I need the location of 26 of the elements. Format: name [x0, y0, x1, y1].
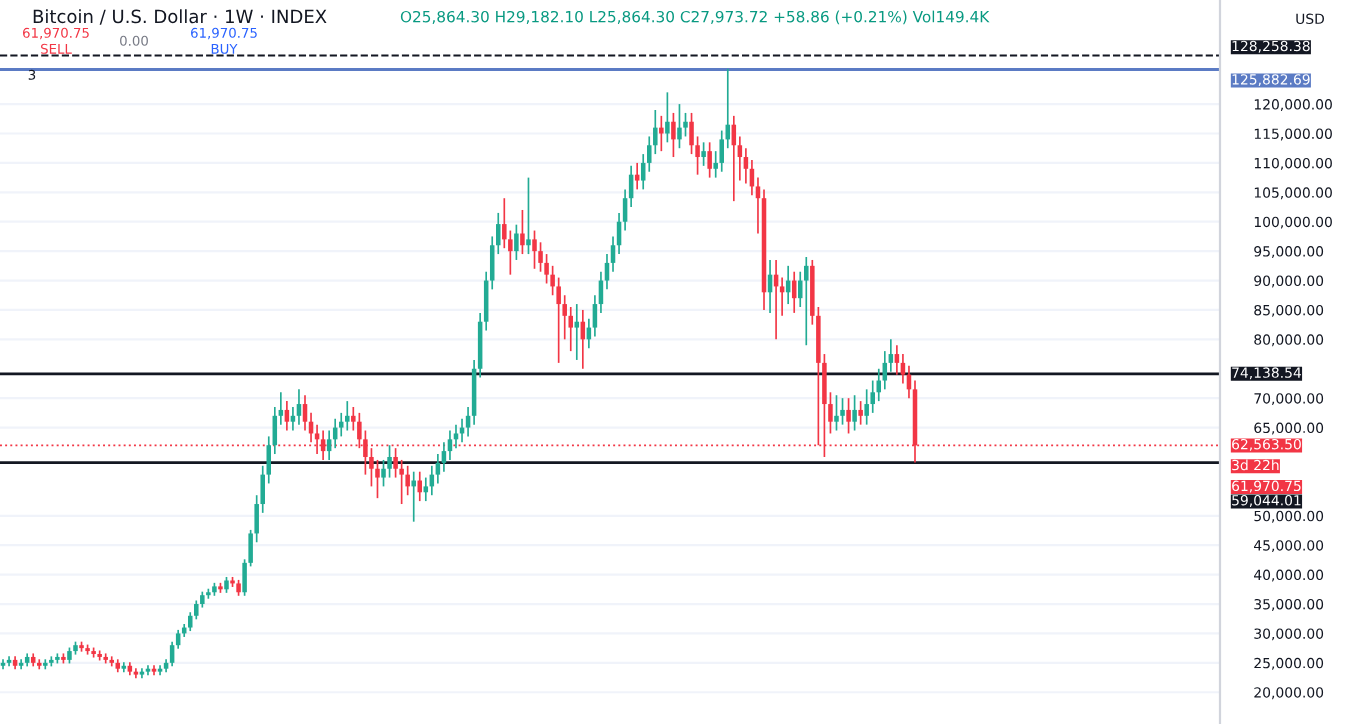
candlestick — [405, 464, 410, 497]
candlestick — [345, 400, 350, 432]
candlestick — [840, 397, 845, 426]
candlestick — [520, 209, 525, 255]
candlestick — [532, 229, 537, 270]
candlestick — [284, 400, 290, 432]
candlestick — [858, 400, 863, 426]
candlestick — [894, 344, 900, 376]
candlestick — [864, 388, 869, 426]
candlestick — [659, 115, 664, 152]
candlestick — [707, 141, 712, 179]
candlestick — [834, 394, 839, 432]
chart-title: Bitcoin / U.S. Dollar · 1W · INDEX — [33, 9, 327, 25]
candlestick — [677, 103, 682, 150]
candlestick — [526, 176, 531, 255]
candlestick — [411, 470, 416, 523]
candlestick — [417, 470, 423, 502]
candlestick — [296, 388, 302, 426]
candlestick — [665, 91, 670, 144]
candlestick — [701, 141, 706, 167]
candlestick — [671, 112, 676, 158]
candlestick — [514, 223, 519, 261]
candlestick — [804, 256, 809, 347]
candlestick — [387, 444, 392, 479]
candlestick — [846, 397, 851, 435]
candlestick — [852, 394, 857, 432]
